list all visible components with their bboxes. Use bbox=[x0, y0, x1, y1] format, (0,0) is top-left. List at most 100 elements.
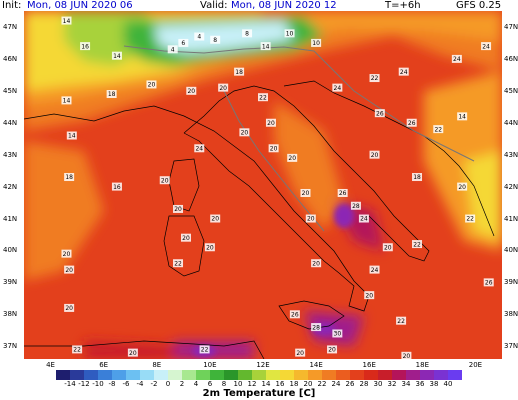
init-label: Init: bbox=[2, 0, 22, 11]
colorbar-tick-label: -4 bbox=[136, 380, 144, 388]
temp-label-bg bbox=[64, 265, 75, 274]
colorbar-tick-label: 34 bbox=[401, 380, 411, 388]
temp-label-bg bbox=[369, 265, 380, 274]
temp-label: 26 bbox=[408, 120, 416, 127]
lat-label-left: 39N bbox=[3, 278, 18, 287]
temp-label-bg bbox=[180, 233, 191, 242]
temp-label: 20 bbox=[307, 216, 315, 223]
colorbar-swatch bbox=[350, 370, 365, 380]
temp-label: 18 bbox=[65, 174, 73, 181]
colorbar-tick-label: -14 bbox=[64, 380, 76, 388]
colorbar-swatch bbox=[84, 370, 99, 380]
colorbar-tick-label: 16 bbox=[275, 380, 285, 388]
colorbar-tick-label: 8 bbox=[221, 380, 227, 388]
temp-label: 22 bbox=[371, 75, 379, 82]
temp-label-bg bbox=[239, 128, 250, 137]
lat-label-right: 45N bbox=[504, 86, 518, 95]
lon-label: 16E bbox=[362, 361, 376, 369]
temp-label-bg bbox=[210, 214, 221, 223]
temp-label-bg bbox=[234, 67, 245, 76]
colorbar-tick-label: 14 bbox=[261, 380, 271, 388]
lon-label: 20E bbox=[468, 361, 483, 369]
colorbar-swatch bbox=[364, 370, 379, 380]
lon-label: 8E bbox=[152, 361, 162, 369]
colorbar-tick-label: -8 bbox=[108, 380, 116, 388]
lon-label: 10E bbox=[203, 361, 217, 369]
temp-label-bg bbox=[194, 32, 205, 41]
temp-label: 30 bbox=[334, 331, 342, 338]
temp-label-bg bbox=[173, 204, 184, 213]
temp-label: 22 bbox=[434, 126, 442, 133]
colorbar-tick-label: 38 bbox=[429, 380, 439, 388]
lat-label-right: 38N bbox=[504, 310, 518, 319]
temp-label: 24 bbox=[334, 85, 342, 92]
temp-label-bg bbox=[382, 243, 393, 252]
temp-label-bg bbox=[412, 240, 423, 249]
lat-label-right: 43N bbox=[504, 150, 518, 159]
colorbar-tick-label: 24 bbox=[331, 380, 341, 388]
temp-label: 14 bbox=[63, 98, 71, 105]
colorbar-swatch bbox=[70, 370, 85, 380]
temp-label: 18 bbox=[108, 91, 116, 98]
colorbar-tick-label: 12 bbox=[247, 380, 257, 388]
temp-label: 22 bbox=[201, 347, 209, 354]
temp-label-bg bbox=[258, 93, 268, 102]
lat-label-right: 46N bbox=[504, 54, 518, 63]
temp-label: 28 bbox=[312, 324, 320, 331]
temp-label-bg bbox=[358, 214, 369, 223]
temp-label: 22 bbox=[397, 318, 405, 325]
colorbar-tick-label: -10 bbox=[92, 380, 104, 388]
temp-label: 16 bbox=[81, 43, 89, 50]
temp-label-bg bbox=[260, 42, 271, 51]
temp-label: 24 bbox=[371, 267, 379, 274]
init-value: Mon, 08 JUN 2020 06 bbox=[27, 0, 133, 11]
temp-label-bg bbox=[412, 173, 423, 182]
temp-label: 20 bbox=[288, 155, 296, 162]
temp-label-bg bbox=[173, 259, 184, 268]
lon-label: 6E bbox=[99, 361, 109, 369]
temp-label: 20 bbox=[148, 82, 156, 89]
lat-label-right: 37N bbox=[504, 342, 518, 351]
temp-label: 20 bbox=[296, 350, 304, 357]
colorbar-swatch bbox=[434, 370, 449, 380]
lat-label-left: 37N bbox=[3, 342, 18, 351]
temp-label: 20 bbox=[65, 267, 73, 274]
temp-label: 22 bbox=[413, 241, 421, 248]
lat-label-left: 44N bbox=[3, 118, 18, 127]
temp-label-bg bbox=[61, 16, 72, 25]
colorbar-swatch bbox=[168, 370, 183, 380]
colorbar-swatch bbox=[238, 370, 253, 380]
colorbar-tick-label: 36 bbox=[415, 380, 425, 388]
temp-label: 8 bbox=[213, 37, 217, 44]
lat-label-left: 41N bbox=[3, 214, 18, 223]
lat-label-left: 47N bbox=[3, 22, 18, 31]
temp-label-bg bbox=[80, 42, 91, 51]
temp-label-bg bbox=[159, 176, 170, 185]
colorbar-swatch bbox=[224, 370, 239, 380]
lead-time: T=+6h bbox=[385, 0, 421, 11]
temp-label-bg bbox=[300, 188, 311, 197]
temp-label-bg bbox=[332, 329, 343, 338]
temp-label: 20 bbox=[65, 305, 73, 312]
lat-label-right: 41N bbox=[504, 214, 518, 223]
temp-label: 24 bbox=[400, 69, 408, 76]
model-name: GFS 0.25 bbox=[456, 0, 502, 11]
temp-label: 24 bbox=[482, 43, 490, 50]
temp-label: 20 bbox=[365, 292, 373, 299]
temp-label: 20 bbox=[182, 235, 190, 242]
temp-label: 14 bbox=[113, 53, 121, 60]
colorbar-tick-label: 2 bbox=[179, 380, 185, 388]
colorbar-swatch bbox=[56, 370, 71, 380]
temp-label: 26 bbox=[291, 312, 299, 319]
colorbar-tick-label: 22 bbox=[317, 380, 327, 388]
colorbar-swatch bbox=[182, 370, 197, 380]
colorbar bbox=[56, 370, 462, 380]
temp-label-bg bbox=[204, 243, 215, 252]
temp-label-bg bbox=[483, 278, 494, 287]
temp-label: 26 bbox=[376, 110, 384, 117]
temp-label-bg bbox=[305, 214, 316, 223]
lon-label: 12E bbox=[256, 361, 270, 369]
temp-label: 16 bbox=[113, 184, 121, 191]
valid-value: Mon, 08 JUN 2020 12 bbox=[231, 0, 337, 11]
